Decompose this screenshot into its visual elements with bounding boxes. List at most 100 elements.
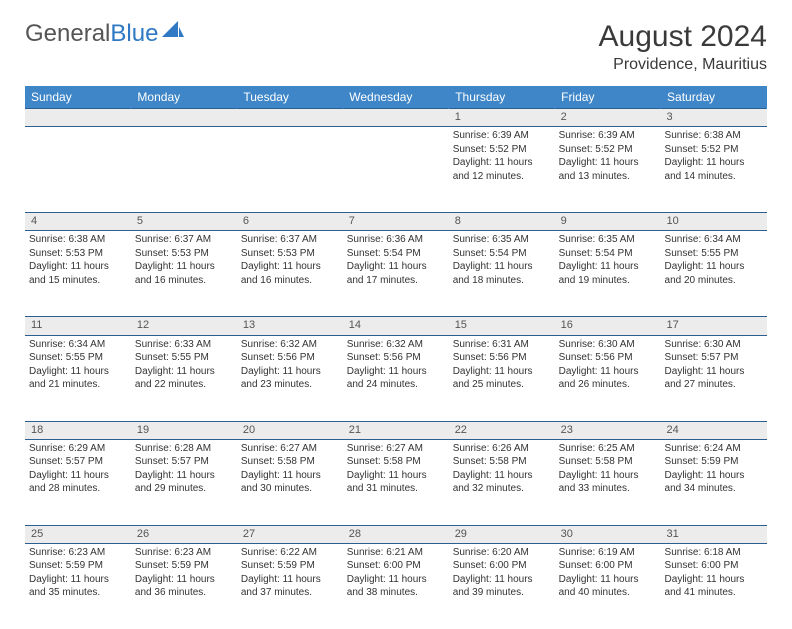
day-cell: Sunrise: 6:39 AMSunset: 5:52 PMDaylight:… [449,127,555,213]
day-cell: Sunrise: 6:27 AMSunset: 5:58 PMDaylight:… [343,439,449,525]
calendar-table: SundayMondayTuesdayWednesdayThursdayFrid… [25,86,767,629]
day-cell: Sunrise: 6:35 AMSunset: 5:54 PMDaylight:… [555,231,661,317]
day-cell [25,127,131,213]
day-number-cell: 9 [555,213,661,231]
week-row: Sunrise: 6:34 AMSunset: 5:55 PMDaylight:… [25,335,767,421]
day-cell: Sunrise: 6:21 AMSunset: 6:00 PMDaylight:… [343,543,449,629]
day-number-cell: 8 [449,213,555,231]
day-details: Sunrise: 6:37 AMSunset: 5:53 PMDaylight:… [241,231,339,287]
day-number-cell: 25 [25,525,131,543]
day-details: Sunrise: 6:27 AMSunset: 5:58 PMDaylight:… [347,440,445,496]
day-cell: Sunrise: 6:30 AMSunset: 5:56 PMDaylight:… [555,335,661,421]
day-header: Thursday [449,86,555,109]
day-details: Sunrise: 6:24 AMSunset: 5:59 PMDaylight:… [665,440,763,496]
day-number-cell: 20 [237,421,343,439]
day-number-cell [131,109,237,127]
day-number-cell: 23 [555,421,661,439]
day-number-cell: 22 [449,421,555,439]
day-number-cell: 4 [25,213,131,231]
day-cell: Sunrise: 6:34 AMSunset: 5:55 PMDaylight:… [661,231,767,317]
day-cell: Sunrise: 6:27 AMSunset: 5:58 PMDaylight:… [237,439,343,525]
week-row: Sunrise: 6:38 AMSunset: 5:53 PMDaylight:… [25,231,767,317]
sail-icon [162,20,184,48]
header: GeneralBlue August 2024 Providence, Maur… [25,20,767,74]
day-details: Sunrise: 6:33 AMSunset: 5:55 PMDaylight:… [135,336,233,392]
day-number-cell: 24 [661,421,767,439]
day-cell: Sunrise: 6:33 AMSunset: 5:55 PMDaylight:… [131,335,237,421]
day-details: Sunrise: 6:37 AMSunset: 5:53 PMDaylight:… [135,231,233,287]
day-details: Sunrise: 6:38 AMSunset: 5:52 PMDaylight:… [665,127,763,183]
day-number-cell: 1 [449,109,555,127]
day-details: Sunrise: 6:18 AMSunset: 6:00 PMDaylight:… [665,544,763,600]
day-details: Sunrise: 6:25 AMSunset: 5:58 PMDaylight:… [559,440,657,496]
day-details: Sunrise: 6:34 AMSunset: 5:55 PMDaylight:… [29,336,127,392]
brand-part2: Blue [110,20,158,48]
day-details: Sunrise: 6:22 AMSunset: 5:59 PMDaylight:… [241,544,339,600]
day-cell: Sunrise: 6:29 AMSunset: 5:57 PMDaylight:… [25,439,131,525]
daynum-row: 123 [25,109,767,127]
day-number-cell [25,109,131,127]
day-details: Sunrise: 6:29 AMSunset: 5:57 PMDaylight:… [29,440,127,496]
day-cell: Sunrise: 6:32 AMSunset: 5:56 PMDaylight:… [343,335,449,421]
day-number-cell: 12 [131,317,237,335]
day-cell: Sunrise: 6:34 AMSunset: 5:55 PMDaylight:… [25,335,131,421]
daynum-row: 25262728293031 [25,525,767,543]
day-details: Sunrise: 6:39 AMSunset: 5:52 PMDaylight:… [559,127,657,183]
daynum-row: 18192021222324 [25,421,767,439]
day-number-cell: 17 [661,317,767,335]
day-details: Sunrise: 6:21 AMSunset: 6:00 PMDaylight:… [347,544,445,600]
day-number-cell [343,109,449,127]
day-number-cell: 13 [237,317,343,335]
day-number-cell: 29 [449,525,555,543]
day-details: Sunrise: 6:36 AMSunset: 5:54 PMDaylight:… [347,231,445,287]
day-details: Sunrise: 6:32 AMSunset: 5:56 PMDaylight:… [241,336,339,392]
day-number-cell [237,109,343,127]
day-number-cell: 14 [343,317,449,335]
day-header: Sunday [25,86,131,109]
brand-logo: GeneralBlue [25,20,184,48]
week-row: Sunrise: 6:39 AMSunset: 5:52 PMDaylight:… [25,127,767,213]
day-details: Sunrise: 6:31 AMSunset: 5:56 PMDaylight:… [453,336,551,392]
day-cell: Sunrise: 6:39 AMSunset: 5:52 PMDaylight:… [555,127,661,213]
day-details: Sunrise: 6:39 AMSunset: 5:52 PMDaylight:… [453,127,551,183]
day-cell [237,127,343,213]
daynum-row: 11121314151617 [25,317,767,335]
day-cell: Sunrise: 6:18 AMSunset: 6:00 PMDaylight:… [661,543,767,629]
day-cell: Sunrise: 6:36 AMSunset: 5:54 PMDaylight:… [343,231,449,317]
day-header-row: SundayMondayTuesdayWednesdayThursdayFrid… [25,86,767,109]
day-details: Sunrise: 6:34 AMSunset: 5:55 PMDaylight:… [665,231,763,287]
day-cell: Sunrise: 6:31 AMSunset: 5:56 PMDaylight:… [449,335,555,421]
day-cell [343,127,449,213]
day-number-cell: 28 [343,525,449,543]
day-cell: Sunrise: 6:37 AMSunset: 5:53 PMDaylight:… [237,231,343,317]
daynum-row: 45678910 [25,213,767,231]
day-cell: Sunrise: 6:38 AMSunset: 5:52 PMDaylight:… [661,127,767,213]
day-cell: Sunrise: 6:23 AMSunset: 5:59 PMDaylight:… [131,543,237,629]
day-number-cell: 30 [555,525,661,543]
day-details: Sunrise: 6:27 AMSunset: 5:58 PMDaylight:… [241,440,339,496]
day-cell: Sunrise: 6:22 AMSunset: 5:59 PMDaylight:… [237,543,343,629]
title-block: August 2024 Providence, Mauritius [599,20,767,74]
day-header: Friday [555,86,661,109]
day-details: Sunrise: 6:35 AMSunset: 5:54 PMDaylight:… [453,231,551,287]
day-number-cell: 16 [555,317,661,335]
day-number-cell: 31 [661,525,767,543]
day-number-cell: 7 [343,213,449,231]
day-details: Sunrise: 6:23 AMSunset: 5:59 PMDaylight:… [135,544,233,600]
day-details: Sunrise: 6:23 AMSunset: 5:59 PMDaylight:… [29,544,127,600]
day-cell: Sunrise: 6:20 AMSunset: 6:00 PMDaylight:… [449,543,555,629]
day-cell: Sunrise: 6:25 AMSunset: 5:58 PMDaylight:… [555,439,661,525]
day-cell: Sunrise: 6:24 AMSunset: 5:59 PMDaylight:… [661,439,767,525]
day-details: Sunrise: 6:30 AMSunset: 5:57 PMDaylight:… [665,336,763,392]
day-cell: Sunrise: 6:32 AMSunset: 5:56 PMDaylight:… [237,335,343,421]
day-number-cell: 6 [237,213,343,231]
day-number-cell: 19 [131,421,237,439]
day-details: Sunrise: 6:20 AMSunset: 6:00 PMDaylight:… [453,544,551,600]
day-number-cell: 21 [343,421,449,439]
day-details: Sunrise: 6:38 AMSunset: 5:53 PMDaylight:… [29,231,127,287]
day-details: Sunrise: 6:32 AMSunset: 5:56 PMDaylight:… [347,336,445,392]
calendar-body: 123Sunrise: 6:39 AMSunset: 5:52 PMDaylig… [25,109,767,629]
day-details: Sunrise: 6:28 AMSunset: 5:57 PMDaylight:… [135,440,233,496]
day-header: Monday [131,86,237,109]
day-details: Sunrise: 6:35 AMSunset: 5:54 PMDaylight:… [559,231,657,287]
